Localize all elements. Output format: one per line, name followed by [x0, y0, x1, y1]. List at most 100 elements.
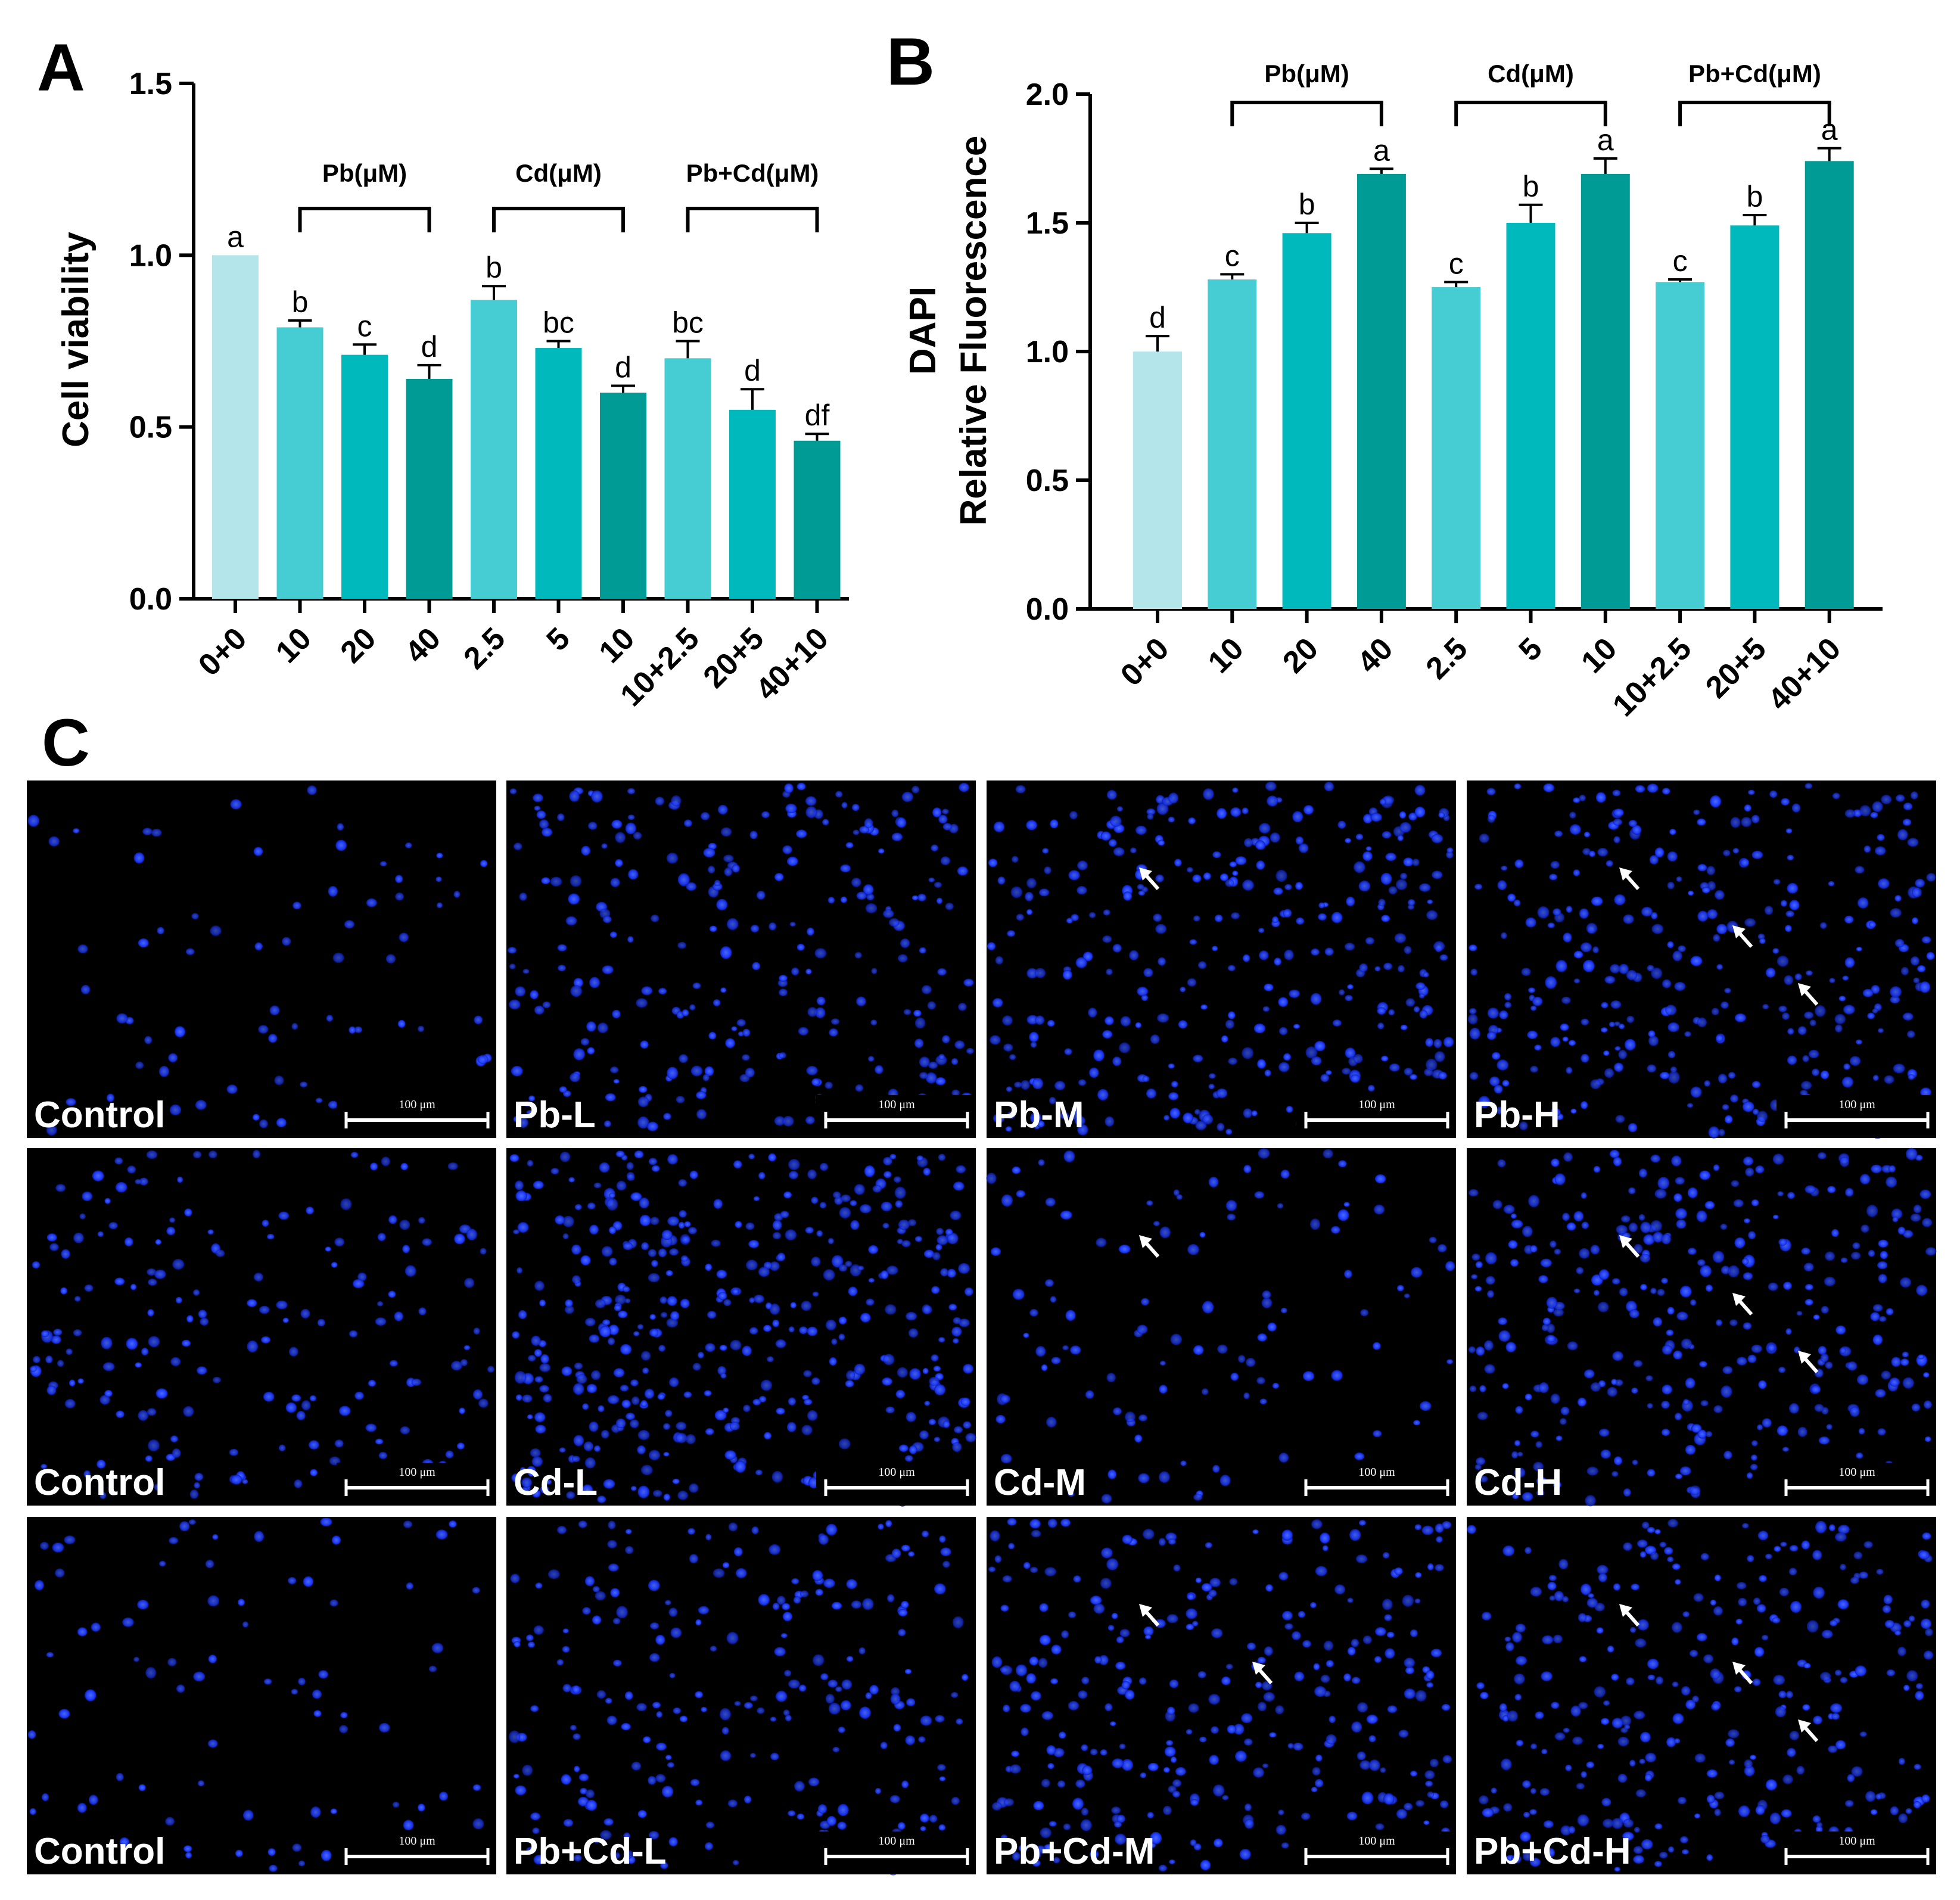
chart-b-bar-8	[1730, 225, 1779, 609]
scale-bar-label: 100 μm	[1358, 1098, 1395, 1111]
arrow-marker	[1619, 1604, 1640, 1627]
micrograph-label: Pb-H	[1474, 1094, 1560, 1136]
chart-a-xtick-label-3: 40	[399, 621, 447, 670]
chart-a-group-bracket-2	[686, 207, 819, 232]
nuclei-cluster	[508, 1520, 969, 1876]
chart-a-bar-8	[729, 409, 776, 599]
chart-b-bar-3	[1357, 173, 1406, 609]
micrograph-label: Cd-L	[514, 1462, 598, 1503]
chart-a-ytick-label: 1.5	[129, 67, 172, 101]
chart-a-xtick-label-0: 0+0	[192, 621, 253, 682]
nuclei-cluster	[29, 1149, 494, 1500]
chart-a-sig-4: b	[486, 251, 502, 284]
chart-b-ytick-label: 0.5	[1026, 464, 1069, 498]
micrograph-background	[987, 780, 1456, 1138]
chart-b-bar-0	[1133, 352, 1182, 609]
scale-bar-backdrop	[816, 1463, 976, 1506]
chart-a-bar-1	[276, 327, 323, 599]
chart-b-sig-7: c	[1673, 244, 1688, 278]
chart-a-bar-4	[471, 300, 517, 599]
micrograph-0-1: 100 μm Pb-L	[506, 780, 976, 1138]
micrograph-grid: 100 μm Control 100 μm Pb-L 100 μm Pb-M 100 μm P…	[27, 780, 1937, 1876]
chart-b-bar-5	[1506, 223, 1555, 609]
panel-letter-b: B	[886, 24, 935, 99]
chart-a-cell-viability: Cell viability 0.0 0.5 1.0 1.5 a 0+0 b 10 c 20 d 40…	[55, 67, 849, 713]
chart-b-group-label-1: Cd(μM)	[1488, 60, 1574, 88]
arrow-marker	[1619, 867, 1640, 890]
chart-a-sig-7: bc	[672, 306, 704, 340]
scale-bar-backdrop	[816, 1095, 976, 1138]
chart-b-xtick-label-8: 20+5	[1699, 631, 1773, 705]
micrograph-1-1: 100 μm Cd-L	[506, 1148, 976, 1507]
chart-a-xtick-label-6: 10	[593, 621, 642, 670]
chart-a-bar-6	[600, 393, 646, 599]
chart-b-ylabel-line2: Relative Fluorescence	[953, 136, 994, 526]
nuclei-cluster	[986, 1148, 1455, 1505]
chart-b-xtick-label-1: 10	[1202, 631, 1250, 680]
micrograph-1-2: 100 μm Cd-M	[986, 1148, 1456, 1506]
chart-b-sig-3: a	[1373, 133, 1390, 167]
chart-b-xtick-label-6: 10	[1575, 631, 1623, 680]
chart-b-sig-8: b	[1746, 180, 1763, 213]
chart-b-xtick-label-9: 40+10	[1762, 631, 1847, 717]
micrograph-label: Cd-H	[1474, 1462, 1562, 1503]
chart-b-xtick-label-7: 10+2.5	[1606, 631, 1698, 723]
arrow-marker	[1798, 983, 1819, 1006]
micrograph-label: Control	[34, 1831, 165, 1872]
scale-bar-label: 100 μm	[1838, 1466, 1875, 1479]
chart-b-xtick-label-3: 40	[1351, 631, 1399, 680]
panel-letter-a: A	[37, 30, 85, 105]
chart-a-group-label-0: Pb(μM)	[322, 159, 407, 187]
micrograph-label: Pb+Cd-H	[1474, 1831, 1631, 1872]
arrow-marker	[1732, 925, 1753, 948]
chart-a-xtick-label-2: 20	[334, 621, 383, 670]
chart-a-ytick-label: 1.0	[129, 238, 172, 273]
micrograph-1-0: 100 μm Control	[27, 1148, 496, 1506]
micrograph-background	[27, 1148, 496, 1506]
scale-bar-label: 100 μm	[878, 1466, 915, 1479]
micrograph-0-2: 100 μm Pb-M	[987, 780, 1456, 1138]
chart-b-bar-9	[1805, 161, 1854, 609]
chart-b-sig-5: b	[1523, 170, 1539, 203]
micrograph-label: Pb-L	[514, 1094, 596, 1136]
arrow-marker	[1732, 1293, 1753, 1316]
chart-b-bar-7	[1656, 282, 1705, 609]
micrograph-1-3: 100 μm Cd-H	[1467, 1148, 1937, 1507]
chart-b-xtick-label-4: 2.5	[1420, 631, 1474, 686]
chart-b-group-label-0: Pb(μM)	[1264, 60, 1349, 88]
micrograph-background	[27, 1517, 496, 1874]
nuclei-cluster	[1468, 1148, 1937, 1507]
chart-b-group-bracket-0	[1230, 101, 1383, 126]
chart-b-xtick-label-0: 0+0	[1114, 631, 1175, 692]
scale-bar-label: 100 μm	[399, 1098, 435, 1111]
micrograph-2-0: 100 μm Control	[27, 1517, 496, 1874]
chart-b-dapi-fluorescence: DAPI Relative Fluorescence 0.0 0.5 1.0 1.5 2…	[903, 60, 1883, 723]
arrow-marker	[1619, 1235, 1640, 1258]
micrograph-background	[506, 1148, 976, 1506]
scale-bar-backdrop	[1777, 1831, 1936, 1874]
chart-b-ylabel-line1: DAPI	[903, 287, 944, 375]
nuclei-cluster	[988, 1517, 1452, 1873]
arrow-marker	[1732, 1662, 1753, 1684]
arrow-marker	[1798, 1719, 1819, 1742]
arrow-marker	[1139, 867, 1160, 890]
scale-bar-backdrop	[1296, 1095, 1456, 1138]
micrograph-background	[987, 1517, 1456, 1874]
chart-a-bar-3	[406, 378, 453, 599]
scale-bar-label: 100 μm	[1358, 1834, 1395, 1848]
scale-bar-backdrop	[1777, 1095, 1936, 1138]
micrograph-0-3: 100 μm Pb-H	[1467, 780, 1936, 1139]
arrow-marker	[1139, 1235, 1160, 1258]
nuclei-cluster	[987, 781, 1454, 1136]
chart-a-group-bracket-1	[492, 207, 625, 232]
scale-bar-label: 100 μm	[1358, 1466, 1395, 1479]
scale-bar-label: 100 μm	[878, 1834, 915, 1848]
panel-letter-c: C	[42, 705, 90, 780]
micrograph-label: Control	[34, 1094, 165, 1136]
chart-b-group-label-2: Pb+Cd(μM)	[1688, 60, 1821, 88]
chart-b-group-bracket-2	[1678, 101, 1831, 126]
micrograph-label: Pb+Cd-L	[514, 1831, 667, 1872]
chart-a-sig-1: b	[292, 285, 309, 319]
chart-a-sig-0: a	[227, 220, 244, 253]
chart-a-bar-5	[535, 348, 582, 599]
